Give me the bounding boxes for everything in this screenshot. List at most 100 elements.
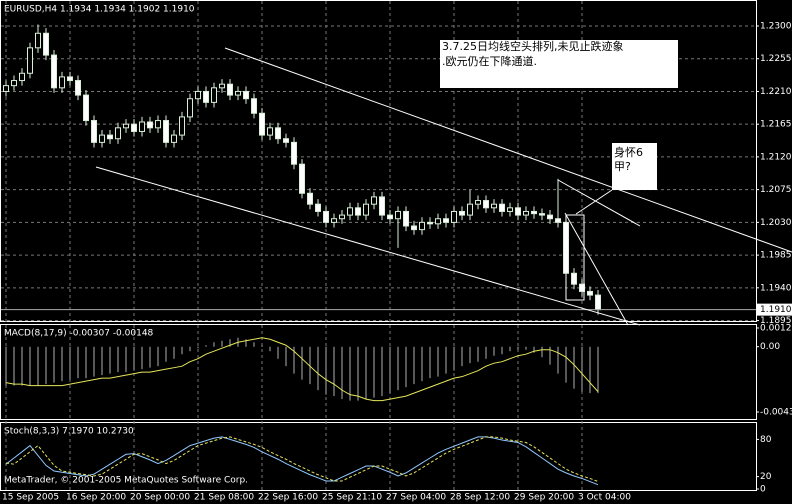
candle-body: [491, 203, 497, 209]
candle-body: [331, 218, 337, 223]
y-tick-label: 1.2300: [760, 22, 792, 32]
x-tick-label: 29 Sep 20:00: [514, 493, 574, 503]
box-line: [565, 214, 585, 301]
x-tick-label: 21 Sep 08:00: [194, 493, 254, 503]
candle-body: [115, 127, 121, 140]
candle-body: [555, 218, 561, 223]
candle-body: [243, 90, 249, 100]
candle-body: [507, 207, 513, 212]
candle-body: [539, 213, 545, 216]
trend-lines: [95, 47, 792, 326]
annotations: 3.7.25日均线空头排列,未见止跌迹象 .欧元仍在下降通道. 身怀6 甲?: [440, 39, 678, 215]
y-tick-label: 1.2165: [760, 120, 792, 130]
candle-body: [187, 98, 193, 118]
candle-body: [523, 210, 529, 216]
y-tick-label: 1.2210: [760, 87, 792, 97]
candle-body: [227, 83, 233, 96]
y-tick-label: 1.1985: [760, 251, 792, 261]
candle-body: [323, 210, 329, 223]
last-price-box: [757, 303, 792, 316]
candle-body: [267, 127, 273, 136]
y-tick-label: -0.00436: [760, 408, 792, 418]
candle-body: [59, 76, 65, 89]
candle-body: [203, 90, 209, 103]
trend-line: [224, 47, 792, 253]
candle-body: [163, 120, 169, 143]
candle-body: [11, 80, 17, 87]
x-tick-label: 22 Sep 16:00: [258, 493, 318, 503]
stoch-panel: [0, 422, 757, 491]
candle-body: [3, 85, 9, 92]
x-tick-label: 28 Sep 12:00: [450, 493, 510, 503]
y-tick-label: 1.2255: [760, 54, 792, 64]
candle-body: [595, 294, 601, 311]
y-tick-label: 0.00: [760, 342, 780, 352]
y-tick-label: 1.1895: [760, 316, 792, 326]
candle-body: [235, 90, 241, 96]
candle-body: [467, 203, 473, 216]
x-tick-label: 25 Sep 21:10: [322, 493, 382, 503]
stoch-signal: [5, 436, 599, 483]
x-tick-label: 20 Sep 00:00: [130, 493, 190, 503]
y-tick-label: 80: [760, 435, 772, 445]
candle-body: [531, 210, 537, 215]
candle-body: [411, 225, 417, 231]
last-price-label: 1.1910: [760, 305, 792, 315]
candle-body: [107, 134, 113, 140]
x-tick-label: 16 Sep 20:00: [66, 493, 126, 503]
candle-body: [123, 123, 129, 129]
macd-panel: [0, 324, 757, 420]
candle-body: [379, 196, 385, 216]
candle-body: [395, 210, 401, 220]
candle-body: [75, 80, 81, 96]
trend-line: [564, 212, 629, 326]
x-tick-label: 3 Oct 04:00: [578, 493, 631, 503]
candle-body: [355, 207, 361, 216]
y-tick-label: 1.2120: [760, 152, 792, 162]
candle-body: [315, 203, 321, 212]
candle-body: [483, 200, 489, 209]
candle-body: [547, 214, 553, 220]
candle-body: [219, 83, 225, 89]
stoch-main: [5, 436, 599, 486]
candle-body: [43, 32, 49, 56]
note-line: 3.7.25日均线空头排列,未见止跌迹象: [442, 39, 623, 53]
y-tick-label: 20: [760, 472, 772, 482]
macd-title: MACD(8,17,9) -0.00307 -0.00148: [4, 329, 154, 339]
candle-body: [67, 76, 73, 82]
y-tick-label: 0: [760, 485, 766, 495]
candle-body: [211, 87, 217, 103]
candle-body: [451, 210, 457, 223]
candle-body: [251, 98, 257, 114]
candle-body: [35, 32, 41, 49]
candle-body: [283, 138, 289, 143]
trend-line: [95, 166, 641, 326]
note-box: [440, 40, 678, 88]
candle-body: [275, 127, 281, 140]
candle-body: [291, 141, 297, 165]
y-tick-label: 1.2030: [760, 218, 792, 228]
candle-body: [179, 116, 185, 136]
candle-body: [403, 210, 409, 227]
candle-body: [347, 207, 353, 216]
candle-body: [51, 54, 57, 89]
candle-body: [387, 214, 393, 220]
note-line: 甲?: [614, 160, 631, 173]
candle-body: [259, 112, 265, 136]
note-box: [612, 143, 657, 190]
macd-signal: [5, 337, 599, 402]
candle-body: [83, 94, 89, 122]
candle-body: [307, 192, 313, 205]
candle-body: [459, 210, 465, 216]
candle-body: [91, 120, 97, 143]
candle-body: [147, 121, 153, 129]
x-tick-label: 27 Sep 04:00: [386, 493, 446, 503]
candle-body: [155, 120, 161, 129]
trend-line: [557, 179, 641, 227]
candle-body: [515, 207, 521, 216]
candle-body: [419, 221, 425, 231]
candle-body: [131, 123, 137, 132]
candle-body: [475, 200, 481, 205]
